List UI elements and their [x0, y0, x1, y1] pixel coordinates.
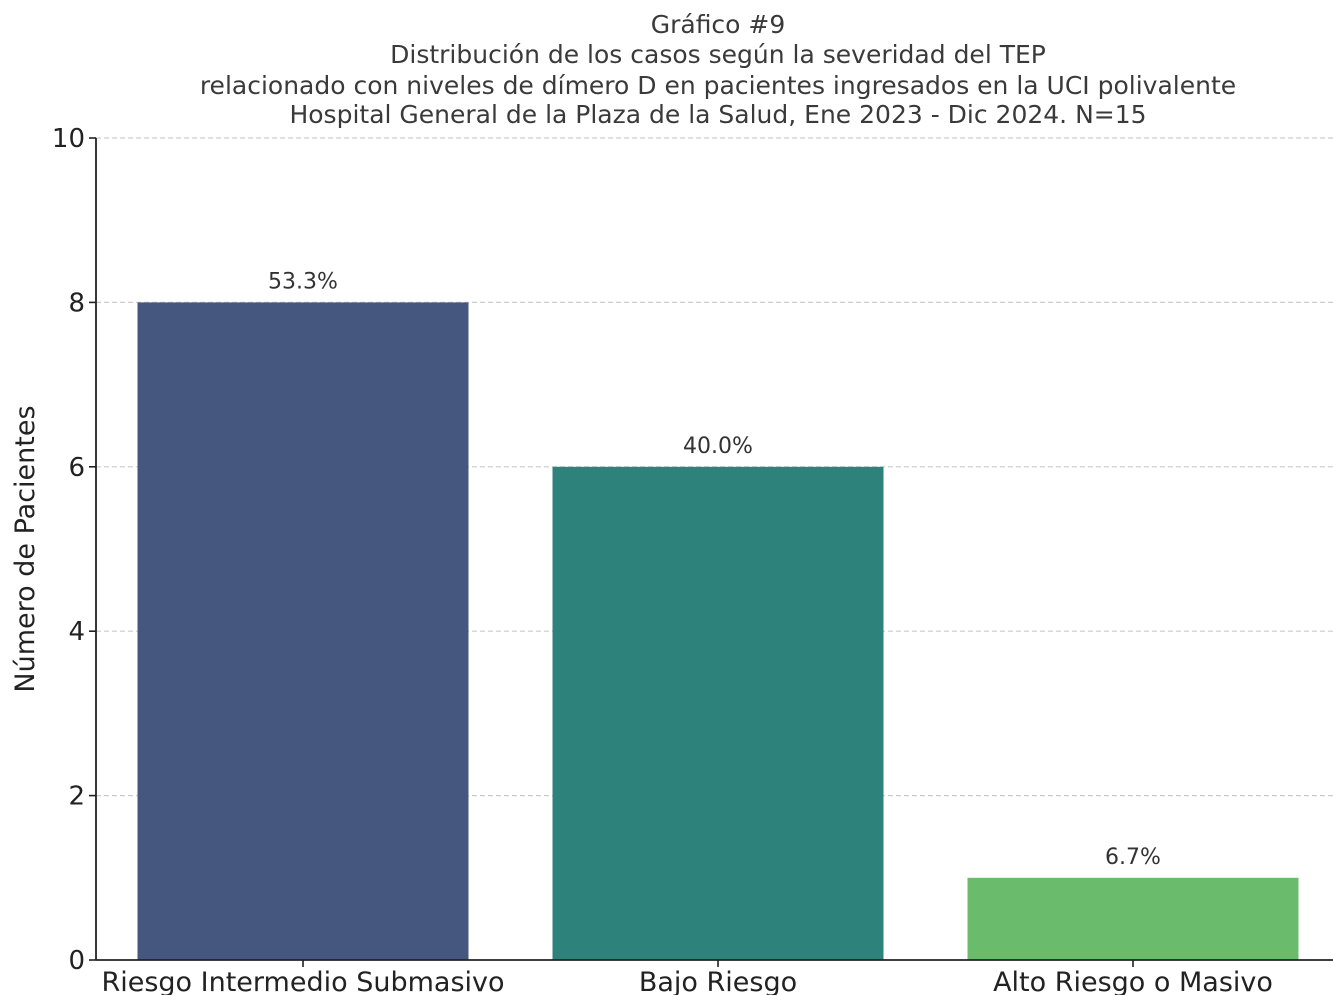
chart-title-line-1: Gráfico #9 [651, 10, 786, 39]
data-labels: 53.3% 40.0% 6.7% [268, 269, 1161, 869]
x-tick-label: Riesgo Intermedio Submasivo [101, 967, 504, 995]
chart-title-line-3: relacionado con niveles de dímero D en p… [200, 71, 1236, 100]
chart-title-line-4: Hospital General de la Plaza de la Salud… [289, 100, 1146, 129]
bar-data-label: 53.3% [268, 269, 338, 294]
x-axis-ticks: Riesgo Intermedio Submasivo Bajo Riesgo Al… [101, 960, 1273, 995]
bar [552, 466, 884, 960]
y-tick-label: 10 [52, 124, 85, 154]
chart-title: Gráfico #9 Distribución de los casos seg… [200, 10, 1236, 129]
y-tick-label: 2 [68, 782, 85, 812]
y-axis-label: Número de Pacientes [10, 405, 41, 692]
x-tick-label: Alto Riesgo o Masivo [993, 967, 1273, 995]
bar [967, 877, 1299, 960]
bars [137, 302, 1299, 960]
y-tick-label: 8 [68, 288, 85, 318]
bar [137, 302, 469, 960]
y-tick-label: 0 [68, 946, 85, 976]
x-tick-label: Bajo Riesgo [639, 967, 797, 995]
chart-title-line-2: Distribución de los casos según la sever… [390, 40, 1046, 69]
y-tick-label: 6 [68, 453, 85, 483]
y-tick-label: 4 [68, 617, 85, 647]
bar-data-label: 40.0% [683, 434, 753, 459]
bar-data-label: 6.7% [1105, 845, 1161, 870]
axes [95, 138, 1333, 961]
y-axis-ticks: 0 2 4 6 8 10 [52, 124, 96, 976]
